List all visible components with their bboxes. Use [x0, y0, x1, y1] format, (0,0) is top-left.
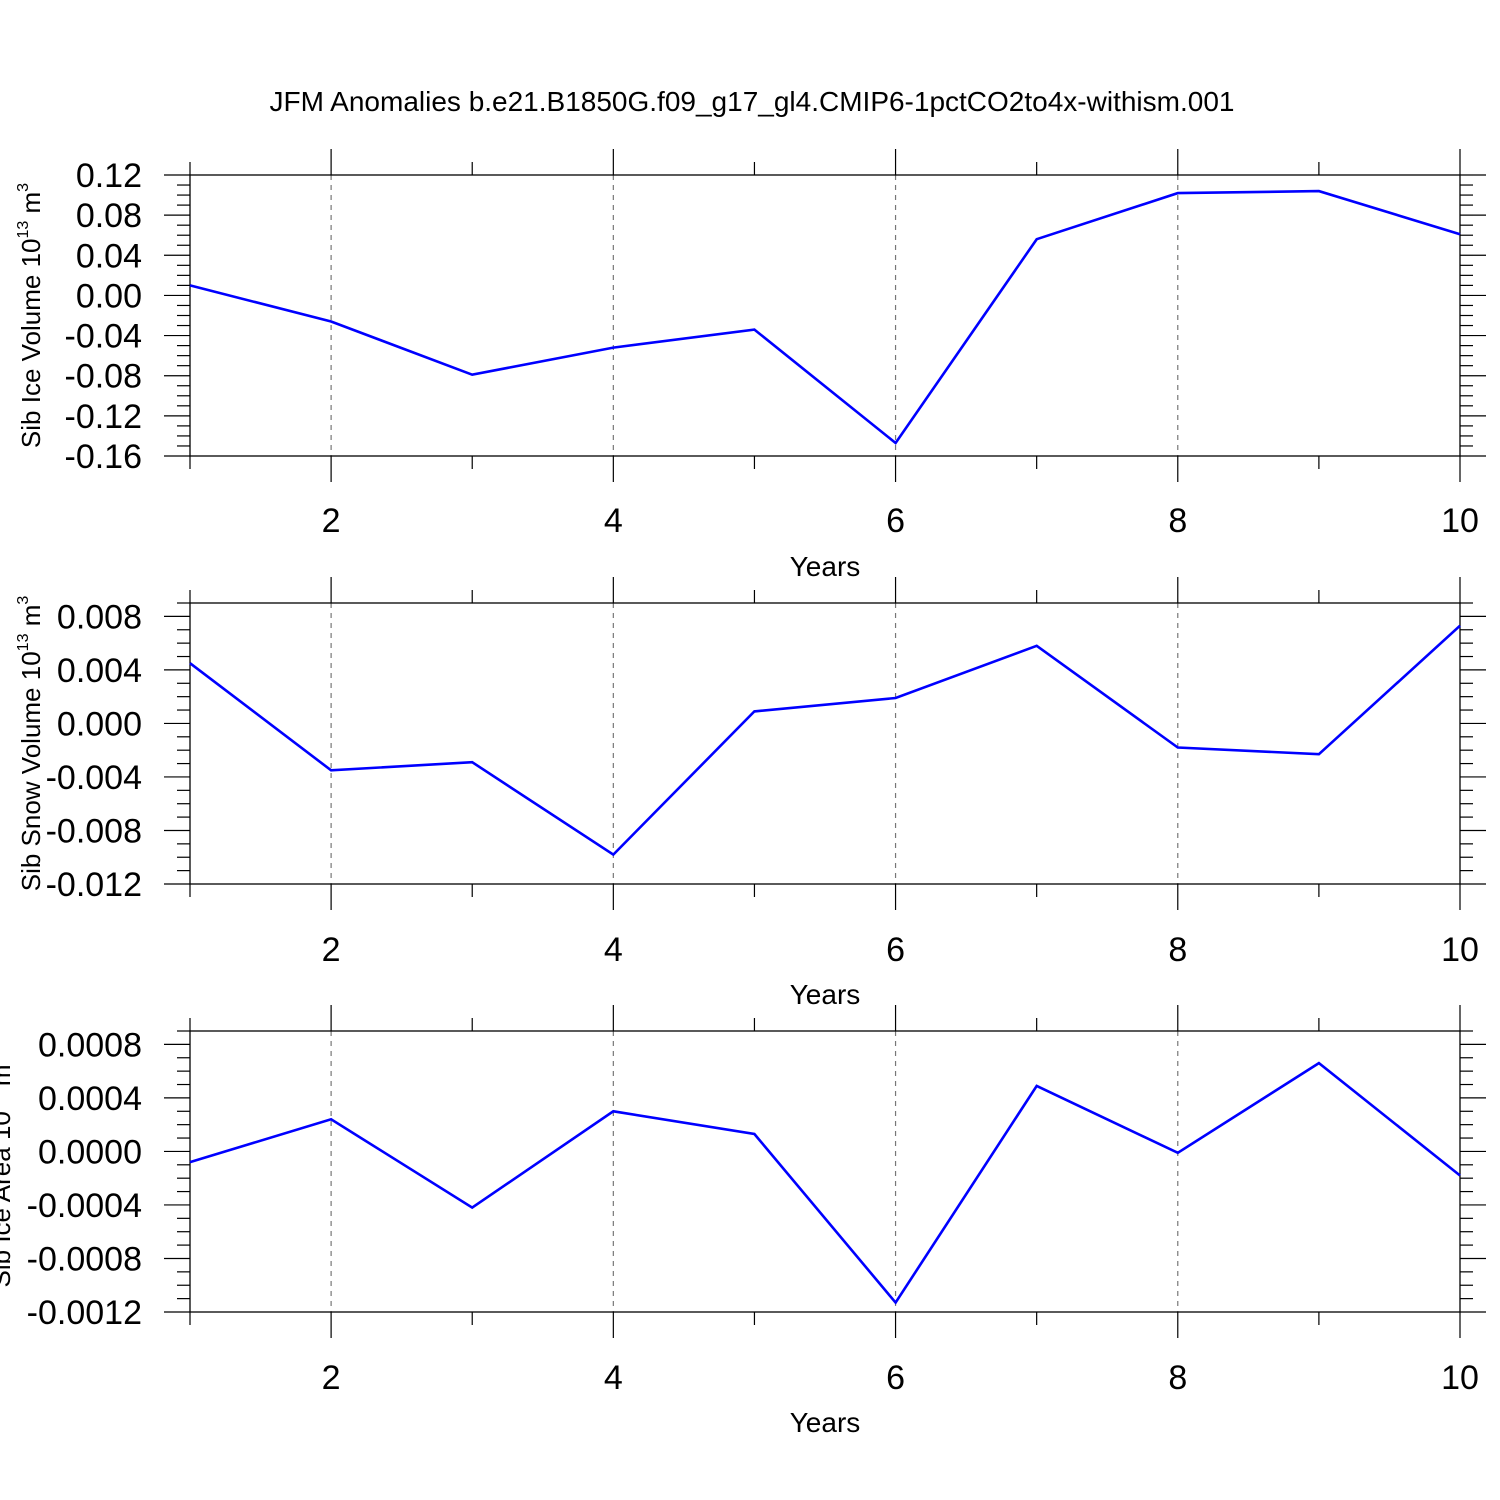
- x-tick-label: 8: [1168, 931, 1187, 969]
- y-tick-label: 0.0000: [38, 1133, 142, 1171]
- series-line: [189, 624, 1461, 857]
- y-axis-label: Sib Snow Volume 1013 m3: [15, 596, 46, 892]
- x-tick-label: 8: [1168, 1359, 1187, 1397]
- y-tick-label: -0.12: [65, 398, 143, 436]
- chart-panel-2: 0.008 0.004 0.000 -0.004 -0.008 -0.012 2 4 6 8 10 Y…: [15, 577, 1486, 1010]
- x-tick-label: 2: [322, 931, 341, 969]
- x-tick-label: 2: [322, 502, 341, 540]
- y-tick-label: -0.08: [65, 358, 143, 396]
- x-tick-label: 8: [1168, 502, 1187, 540]
- x-axis-label: Years: [790, 1407, 861, 1438]
- y-tick-label: 0.0004: [38, 1080, 142, 1118]
- y-tick-label: -0.012: [46, 866, 142, 904]
- series-line: [189, 1061, 1461, 1305]
- y-tick-label: 0.08: [76, 197, 142, 235]
- plot-frame: [189, 1030, 1461, 1313]
- y-axis-label-unit: m: [16, 192, 46, 221]
- y-tick-label: 0.00: [76, 277, 142, 315]
- x-tick-label: 6: [886, 502, 905, 540]
- x-tick-label: 6: [886, 1359, 905, 1397]
- y-axis-label-text: Sib Ice Volume 10: [16, 239, 46, 449]
- y-tick-label: -0.004: [46, 759, 142, 797]
- y-tick-label: 0.000: [57, 705, 142, 743]
- x-tick-label: 4: [604, 931, 623, 969]
- y-axis-label: Sib Ice Area 1013 m2: [0, 1055, 16, 1287]
- y-axis-label-text: Sib Snow Volume 10: [16, 651, 46, 891]
- y-tick-label: -0.0004: [27, 1187, 142, 1225]
- y-tick-label: 0.04: [76, 237, 142, 275]
- x-tick-label: 4: [604, 1359, 623, 1397]
- plot-frame: [189, 174, 1461, 457]
- y-axis-label-unit-exponent: 3: [15, 183, 32, 192]
- y-tick-label: 0.0008: [38, 1026, 142, 1064]
- y-tick-label: -0.04: [65, 318, 143, 356]
- y-tick-label: -0.0012: [27, 1294, 142, 1332]
- y-axis-label-exponent: 13: [15, 633, 32, 651]
- y-tick-label: 0.008: [57, 598, 142, 636]
- x-tick-label: 2: [322, 1359, 341, 1397]
- x-tick-label: 10: [1441, 931, 1479, 969]
- y-tick-label: 0.004: [57, 652, 142, 690]
- y-tick-label: 0.12: [76, 157, 142, 195]
- x-tick-label: 6: [886, 931, 905, 969]
- y-tick-label: -0.008: [46, 812, 142, 850]
- chart-panel-3: 0.0008 0.0004 0.0000 -0.0004 -0.0008 -0.0012 2…: [0, 1005, 1486, 1438]
- plot-frame: [189, 602, 1461, 885]
- y-axis-label-exponent: 13: [15, 221, 32, 239]
- x-tick-label: 10: [1441, 1359, 1479, 1397]
- y-tick-label: -0.0008: [27, 1240, 142, 1278]
- y-tick-label: -0.16: [65, 438, 143, 476]
- y-axis-label-unit: m: [16, 605, 46, 634]
- figure-title: JFM Anomalies b.e21.B1850G.f09_g17_gl4.C…: [270, 86, 1235, 117]
- chart-panels: 0.120.080.040.00-0.04-0.08-0.12-0.16 2 4 6 8…: [0, 149, 1486, 1438]
- y-axis-label-unit-exponent: 3: [15, 596, 32, 605]
- y-axis-label: Sib Ice Volume 1013 m3: [15, 183, 46, 448]
- y-axis-label-unit: m: [0, 1064, 16, 1093]
- chart-panel-1: 0.120.080.040.00-0.04-0.08-0.12-0.16 2 4 6 8…: [15, 149, 1486, 582]
- y-axis-label-exponent: 13: [0, 1093, 2, 1111]
- x-axis-label: Years: [790, 551, 861, 582]
- x-axis-label: Years: [790, 979, 861, 1010]
- series-line: [189, 189, 1461, 445]
- x-tick-label: 10: [1441, 502, 1479, 540]
- x-tick-label: 4: [604, 502, 623, 540]
- y-axis-label-text: Sib Ice Area 10: [0, 1111, 16, 1287]
- y-axis-label-unit-exponent: 2: [0, 1055, 2, 1064]
